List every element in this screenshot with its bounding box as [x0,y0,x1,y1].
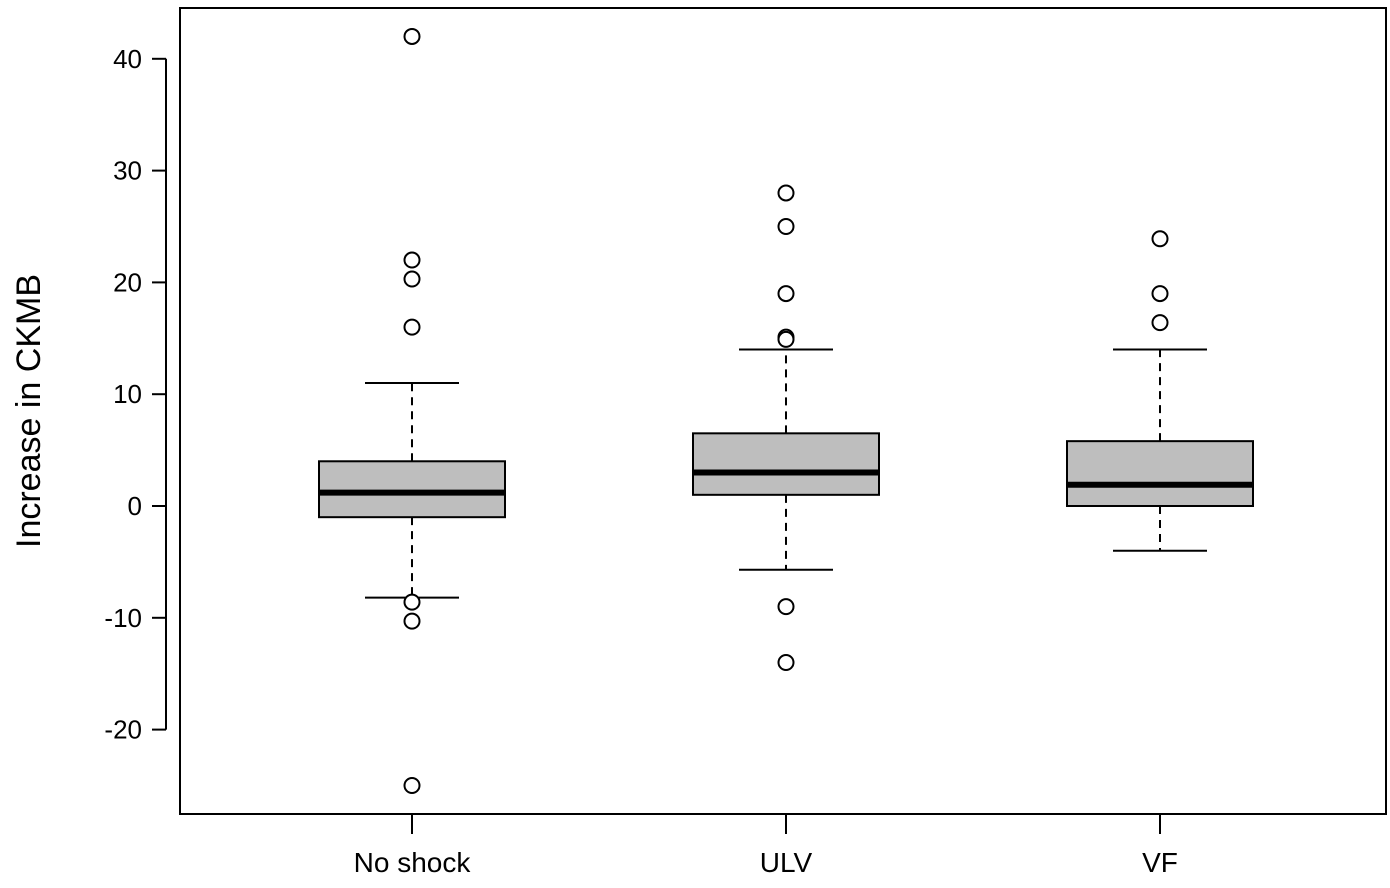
y-tick-label: 20 [113,267,142,297]
outlier-point [1151,230,1169,248]
box-vf [1066,230,1254,552]
outlier-point [403,251,421,269]
y-tick-label: 0 [128,491,142,521]
y-axis: -20 -10 0 10 20 30 40 [104,44,167,745]
y-axis-title: Increase in CKMB [10,274,48,548]
y-tick-label: -20 [104,715,142,745]
outlier-point [403,593,421,611]
y-tick-label: 40 [113,44,142,74]
outlier-point [777,218,795,235]
iqr-box [318,460,506,519]
outlier-point [403,777,421,794]
x-tick-label: VF [1142,847,1178,878]
outlier-point [777,330,795,348]
boxes-group [318,27,1254,794]
outlier-point [777,285,795,303]
outlier-point [403,612,421,630]
iqr-box [1066,440,1254,508]
y-tick-label: 30 [113,156,142,186]
x-axis: No shock ULV VF [354,814,1178,878]
outlier-point [403,27,421,45]
outlier-point [1151,285,1169,303]
y-tick-label: 10 [113,379,142,409]
outlier-point [777,184,795,202]
outlier-point [403,270,421,288]
x-tick-label: ULV [760,847,813,878]
box-ulv [692,184,880,672]
outlier-point [1151,314,1169,332]
outlier-point [777,654,795,672]
iqr-box [692,432,880,496]
plot-frame [179,7,1387,815]
y-tick-label: -10 [104,603,142,633]
x-tick-label: No shock [354,847,472,878]
outlier-point [403,318,421,336]
outlier-point [777,598,795,616]
box-no-shock [318,27,506,794]
